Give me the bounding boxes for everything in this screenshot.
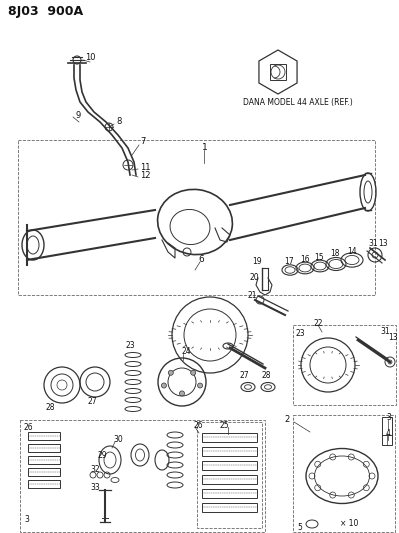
- Text: 12: 12: [140, 172, 150, 181]
- Text: 10: 10: [85, 53, 95, 62]
- Text: 4: 4: [386, 430, 391, 439]
- Bar: [202, 489, 257, 498]
- Text: 23: 23: [126, 341, 136, 350]
- Bar: [28, 456, 60, 464]
- Text: 23: 23: [296, 328, 306, 337]
- Text: 3: 3: [386, 414, 391, 423]
- Text: 6: 6: [198, 255, 204, 264]
- Bar: [28, 444, 60, 452]
- Text: 27: 27: [240, 372, 250, 381]
- Text: 8J03  900A: 8J03 900A: [8, 5, 83, 19]
- Text: 28: 28: [45, 403, 55, 413]
- Text: 16: 16: [300, 254, 310, 263]
- Text: 26: 26: [24, 423, 34, 432]
- Text: DANA MODEL 44 AXLE (REF.): DANA MODEL 44 AXLE (REF.): [243, 98, 353, 107]
- Circle shape: [168, 370, 173, 375]
- Bar: [28, 480, 60, 488]
- Circle shape: [180, 391, 184, 396]
- Text: 20: 20: [250, 272, 260, 281]
- Text: 5: 5: [297, 523, 302, 532]
- Text: 14: 14: [347, 247, 357, 256]
- Circle shape: [162, 383, 166, 388]
- Bar: [28, 432, 60, 440]
- Text: 22: 22: [313, 319, 322, 327]
- Bar: [28, 468, 60, 476]
- Text: 27: 27: [88, 398, 98, 407]
- Text: 24: 24: [181, 348, 191, 357]
- Text: × 10: × 10: [340, 520, 358, 529]
- Text: 13: 13: [378, 239, 387, 248]
- Text: 7: 7: [140, 138, 145, 147]
- Text: 3: 3: [24, 514, 29, 523]
- Bar: [202, 461, 257, 470]
- Text: 21: 21: [248, 292, 257, 301]
- Text: 17: 17: [284, 257, 294, 266]
- Text: 33: 33: [90, 483, 100, 492]
- Text: 30: 30: [113, 435, 123, 445]
- Text: 26: 26: [193, 421, 203, 430]
- Bar: [202, 503, 257, 512]
- Text: 32: 32: [90, 465, 100, 474]
- Text: 18: 18: [330, 249, 340, 259]
- Circle shape: [198, 383, 203, 388]
- Text: 13: 13: [388, 334, 398, 343]
- Text: 19: 19: [252, 257, 262, 266]
- Text: 25: 25: [220, 421, 230, 430]
- Text: 1: 1: [202, 143, 208, 152]
- Text: 31: 31: [368, 238, 377, 247]
- Text: 31: 31: [380, 327, 390, 336]
- Bar: [202, 433, 257, 442]
- Text: 9: 9: [75, 110, 80, 119]
- Text: 2: 2: [284, 416, 289, 424]
- Text: 29: 29: [97, 450, 107, 459]
- Text: 8: 8: [116, 117, 121, 126]
- Text: 28: 28: [262, 372, 271, 381]
- Bar: [382, 417, 392, 445]
- Circle shape: [191, 370, 196, 375]
- Text: 11: 11: [140, 164, 150, 173]
- Text: 15: 15: [314, 254, 324, 262]
- Bar: [202, 475, 257, 484]
- Bar: [202, 447, 257, 456]
